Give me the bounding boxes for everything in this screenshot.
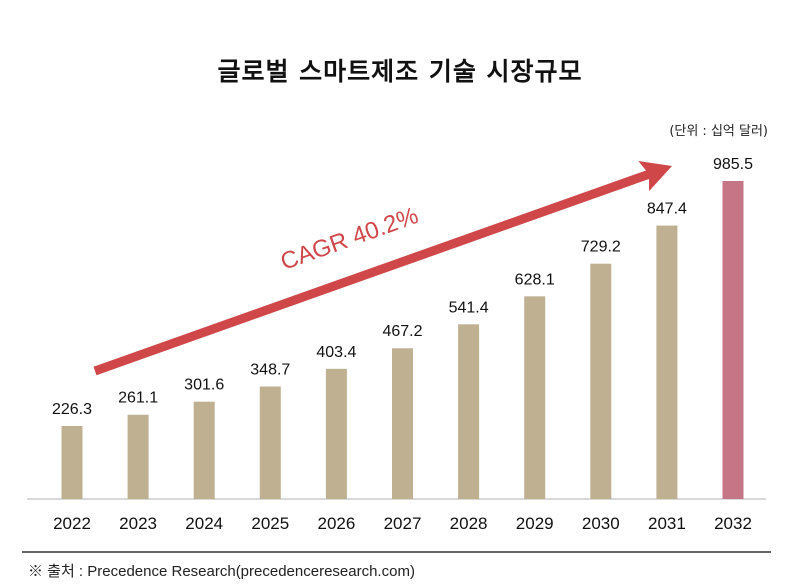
value-label-2024: 301.6 — [184, 377, 224, 394]
bar-2025 — [259, 386, 281, 499]
unit-label: (단위 : 십억 달러) — [669, 124, 768, 139]
x-tick-label-2029: 2029 — [516, 514, 554, 533]
bar-2026 — [325, 368, 347, 499]
x-tick-label-2025: 2025 — [251, 514, 289, 533]
x-tick-label-2023: 2023 — [119, 514, 157, 533]
value-label-2027: 467.2 — [382, 323, 422, 340]
arrow-shape — [93, 160, 673, 376]
bar-2023 — [127, 414, 149, 499]
value-label-2022: 226.3 — [52, 401, 92, 418]
bar-2030 — [590, 263, 612, 499]
value-label-2029: 628.1 — [515, 271, 555, 288]
value-label-2032: 985.5 — [713, 156, 753, 173]
x-tick-label-2024: 2024 — [185, 514, 223, 533]
bar-2028 — [458, 324, 480, 499]
value-label-2030: 729.2 — [581, 239, 621, 256]
value-label-2028: 541.4 — [449, 299, 489, 316]
value-label-2026: 403.4 — [316, 344, 356, 361]
bar-2024 — [193, 401, 215, 499]
bar-2032 — [722, 181, 744, 499]
value-label-2025: 348.7 — [250, 361, 290, 378]
value-label-2031: 847.4 — [647, 201, 687, 218]
source-note: ※ 출처 : Precedence Research(precedenceres… — [28, 563, 415, 580]
x-tick-label-2027: 2027 — [384, 514, 422, 533]
bar-2022 — [61, 425, 83, 499]
bar-2029 — [524, 296, 546, 499]
cagr-arrow — [93, 160, 673, 376]
x-tick-label-2022: 2022 — [53, 514, 91, 533]
x-tick-label-2031: 2031 — [648, 514, 686, 533]
x-tick-label-2028: 2028 — [450, 514, 488, 533]
chart-title: 글로벌 스마트제조 기술 시장규모 — [217, 57, 583, 86]
bar-2027 — [392, 348, 413, 499]
x-tick-label-2030: 2030 — [582, 514, 620, 533]
x-tick-label-2026: 2026 — [317, 514, 355, 533]
bar-2031 — [656, 225, 678, 499]
x-tick-label-2032: 2032 — [714, 514, 752, 533]
value-label-2023: 261.1 — [118, 390, 158, 407]
